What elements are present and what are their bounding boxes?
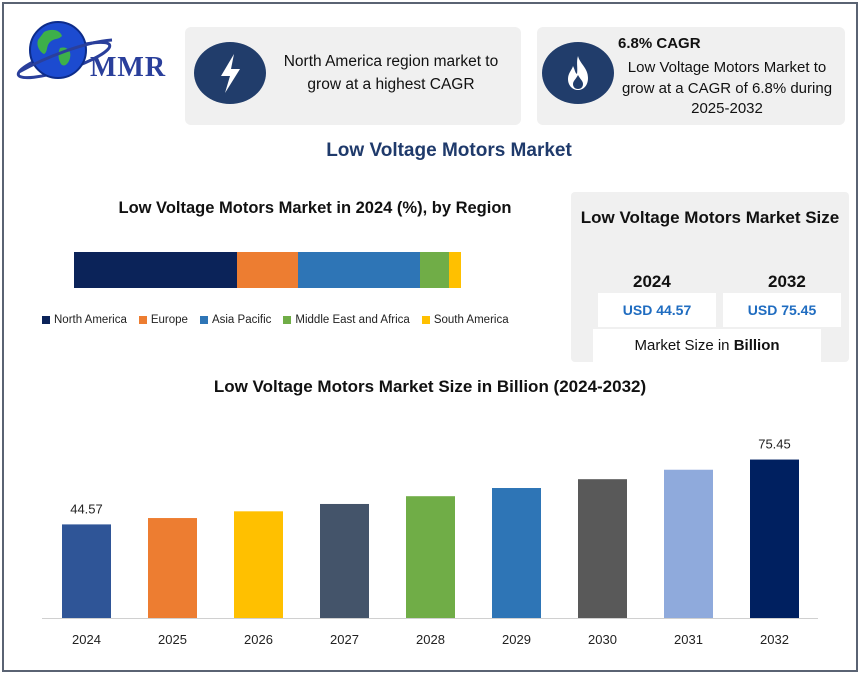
market-size-panel: Low Voltage Motors Market Size 2024 2032… [571,192,849,362]
lightning-icon [221,54,240,93]
legend-item: Europe [138,314,188,326]
bar-2029 [492,488,541,618]
cagr-title: 6.8% CAGR [618,35,701,52]
legend-swatch [138,316,147,324]
logo-text: MMR [90,52,167,83]
legend-item: North America [42,314,127,326]
x-tick-label: 2026 [244,632,273,647]
region-segment-asia-pacific [298,252,421,288]
legend-item: Middle East and Africa [283,314,410,326]
region-stacked-bar [74,252,461,288]
region-growth-text: North America region market to grow at a… [283,53,499,93]
bar-2031 [664,469,713,618]
bar-2025 [148,518,197,618]
legend-label: Europe [150,314,188,326]
region-legend: North America Europe Asia Pacific Middle Ea… [42,314,521,326]
value-2032: USD 75.45 [723,293,841,327]
cagr-text: Low Voltage Motors Market to grow at a C… [621,59,833,117]
size-panel-title: Low Voltage Motors Market Size [580,208,840,227]
region-segment-south-america [449,252,461,288]
year-2032-label: 2032 [768,272,806,291]
region-segment-north-america [74,252,237,288]
size-unit-bold: Billion [733,337,780,354]
legend-swatch [42,316,50,324]
legend-label: Asia Pacific [211,314,272,326]
x-tick-label: 2030 [588,632,617,647]
bar-2032 [750,459,799,618]
bar-2030 [578,479,627,618]
value-2024: USD 44.57 [598,293,716,327]
globe-logo-icon [16,21,113,80]
market-size-column-chart: 2024 44.57 2025 2026 2027 2028 2029 2030 2031 203… [42,437,818,647]
data-label-2032: 75.45 [758,437,791,452]
x-tick-label: 2025 [158,632,187,647]
legend-item: Asia Pacific [199,314,272,326]
region-segment-europe [236,252,299,288]
x-tick-label: 2029 [502,632,531,647]
cagr-card: 6.8% CAGR Low Voltage Motors Market to g… [537,27,845,125]
x-tick-label: 2027 [330,632,359,647]
x-tick-label: 2031 [674,632,703,647]
x-tick-label: 2024 [72,632,101,647]
size-unit-label: Market Size in Billion [593,329,821,362]
flame-icon [568,56,588,90]
region-growth-card: North America region market to grow at a… [185,27,521,125]
legend-swatch [283,316,292,324]
column-chart-title: Low Voltage Motors Market Size in Billio… [213,377,647,396]
legend-label: Middle East and Africa [295,314,410,326]
legend-swatch [199,316,208,324]
x-tick-label: 2028 [416,632,445,647]
legend-label: South America [433,314,509,326]
legend-label: North America [54,314,127,326]
main-title: Low Voltage Motors Market [326,140,572,161]
region-segment-middle-east-and-africa [420,252,450,288]
data-label-2024: 44.57 [70,501,103,516]
region-chart-title: Low Voltage Motors Market in 2024 (%), b… [118,199,512,217]
bar-2026 [234,511,283,618]
legend-item: South America [421,314,509,326]
mmr-logo: MMR [14,18,174,84]
size-unit-prefix: Market Size in [634,337,734,354]
legend-swatch [421,316,430,324]
bar-2027 [320,503,369,618]
bar-2028 [406,496,455,618]
x-tick-label: 2032 [760,632,789,647]
flame-icon-circle [542,42,614,104]
year-2024-label: 2024 [633,272,671,291]
lightning-icon-circle [194,42,266,104]
bar-2024 [62,524,111,618]
